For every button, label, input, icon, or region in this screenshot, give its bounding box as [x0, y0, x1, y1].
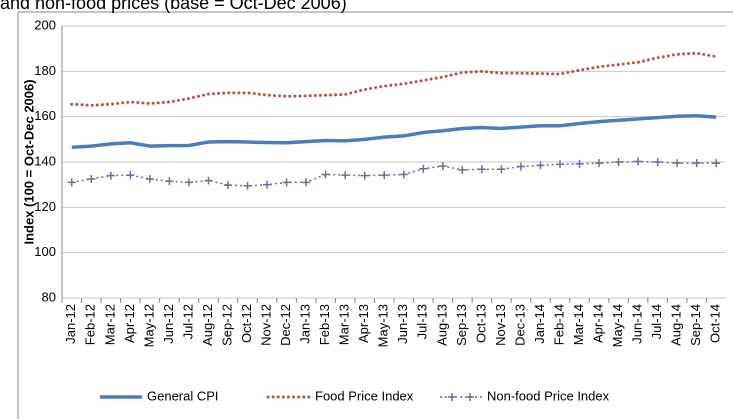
x-tick-label: Jun-14: [630, 304, 645, 344]
x-tick-label: Nov-13: [493, 304, 508, 346]
series-line: [71, 114, 717, 150]
marker: [556, 160, 564, 169]
marker: [653, 158, 662, 166]
legend-label: Food Price Index: [315, 388, 414, 403]
y-axis-label: Index (100 = Oct-Dec 2006): [21, 79, 36, 244]
legend-marker: [466, 393, 474, 401]
y-tick-label: 160: [34, 108, 56, 123]
x-tick-label: Apr-12: [122, 304, 137, 343]
marker: [224, 181, 232, 190]
x-tick-label: Jul-14: [649, 304, 664, 339]
legend-marker: [448, 393, 456, 401]
marker: [673, 159, 682, 168]
marker: [321, 170, 330, 179]
x-tick-label: May-14: [610, 304, 625, 347]
series-line: [70, 51, 718, 107]
marker: [243, 181, 252, 190]
marker: [634, 157, 643, 166]
x-tick-label: May-13: [376, 304, 391, 347]
marker: [184, 178, 193, 187]
x-tick-label: Jun-12: [161, 304, 176, 344]
x-tick-label: Jan-14: [532, 304, 547, 344]
marker: [341, 171, 350, 180]
x-tick-label: Oct-12: [239, 304, 254, 343]
x-tick-label: Jul-12: [180, 304, 195, 339]
x-tick-label: Mar-12: [102, 304, 117, 345]
x-tick-label: Dec-12: [278, 304, 293, 346]
legend-label: Non-food Price Index: [487, 388, 610, 403]
series-line: [71, 160, 717, 187]
marker: [497, 165, 506, 174]
x-tick-label: Apr-13: [356, 304, 371, 343]
x-tick-label: Oct-14: [708, 304, 723, 343]
marker: [263, 180, 272, 189]
x-tick-label: May-12: [141, 304, 156, 347]
x-tick-label: Nov-12: [258, 304, 273, 346]
marker: [712, 159, 721, 168]
x-tick-label: Aug-14: [669, 304, 684, 346]
x-tick-label: Jun-13: [395, 304, 410, 344]
x-tick-label: Feb-12: [83, 304, 98, 345]
x-tick-label: Oct-13: [473, 304, 488, 343]
x-tick-label: Feb-13: [317, 304, 332, 345]
marker: [302, 178, 311, 187]
marker: [165, 177, 174, 186]
y-tick-label: 180: [34, 63, 56, 78]
marker: [536, 161, 545, 170]
marker: [87, 175, 96, 183]
marker: [360, 171, 369, 180]
chart-border: [17, 11, 733, 419]
x-tick-label: Jan-12: [63, 304, 78, 344]
x-tick-label: Jul-13: [415, 304, 430, 339]
chart-title: and non-food prices (base = Oct-Dec 2006…: [0, 0, 347, 13]
marker: [67, 178, 76, 187]
marker: [614, 158, 623, 166]
marker: [282, 178, 291, 187]
x-tick-label: Apr-14: [590, 304, 605, 343]
y-tick-label: 100: [34, 244, 56, 259]
x-tick-label: Aug-13: [434, 304, 449, 346]
x-tick-label: Sep-13: [454, 304, 469, 346]
marker: [145, 175, 154, 183]
y-tick-label: 140: [34, 153, 56, 168]
marker: [380, 171, 389, 180]
x-tick-label: Sep-12: [219, 304, 234, 346]
marker: [516, 162, 525, 171]
marker: [126, 171, 135, 180]
marker: [438, 162, 447, 171]
x-tick-label: Feb-14: [551, 304, 566, 345]
x-tick-label: Aug-12: [200, 304, 215, 346]
x-tick-label: Jan-13: [298, 304, 313, 344]
y-tick-label: 200: [34, 17, 56, 32]
x-tick-label: Mar-13: [337, 304, 352, 345]
marker: [692, 159, 701, 168]
x-tick-label: Sep-14: [688, 304, 703, 346]
marker: [419, 164, 428, 173]
marker: [399, 170, 408, 179]
marker: [575, 159, 584, 168]
marker: [477, 165, 486, 174]
y-tick-label: 80: [42, 289, 56, 304]
marker: [204, 176, 213, 185]
x-tick-label: Dec-13: [512, 304, 527, 346]
y-tick-label: 120: [34, 199, 56, 214]
legend-label: General CPI: [147, 388, 219, 403]
marker: [458, 165, 467, 174]
marker: [106, 171, 115, 180]
x-tick-label: Mar-14: [571, 304, 586, 345]
marker: [595, 159, 604, 168]
